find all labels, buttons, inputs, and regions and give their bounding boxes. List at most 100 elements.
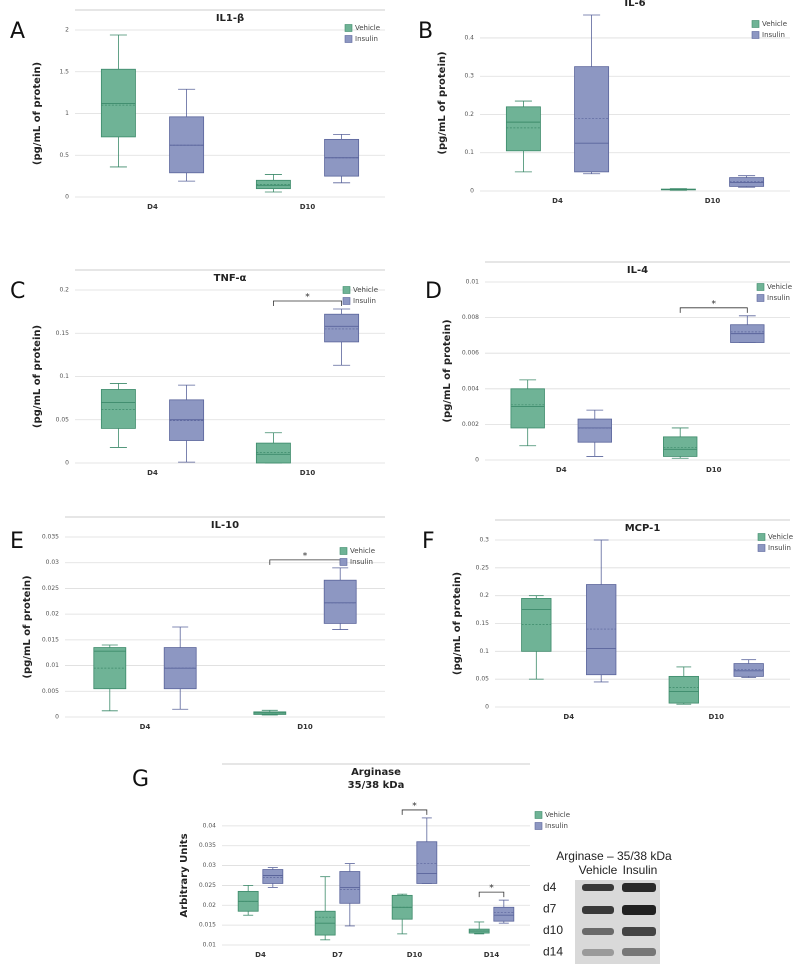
y-tick-label: 0.01	[466, 279, 480, 286]
y-tick-label: 0.03	[46, 559, 60, 566]
box	[505, 106, 541, 152]
box	[324, 313, 360, 343]
x-tick-label: D10	[297, 723, 313, 731]
legend-swatch	[756, 283, 765, 291]
chart-title: Arginase	[351, 767, 401, 778]
blot-row: d7	[543, 902, 557, 916]
legend-swatch	[339, 547, 348, 555]
y-tick-label: 0.2	[464, 111, 474, 118]
y-tick-label: 0.1	[479, 648, 489, 655]
y-tick-label: 0.008	[462, 314, 479, 321]
panel-letter: A	[10, 19, 25, 44]
legend-label: Insulin	[762, 31, 785, 39]
y-tick-label: 0	[470, 188, 474, 195]
legend-label: Insulin	[768, 544, 791, 552]
legend-swatch	[344, 35, 353, 43]
legend-swatch	[342, 297, 351, 305]
y-axis-label: (pg/mL of protein)	[22, 575, 33, 678]
significance-label: *	[489, 884, 494, 894]
y-axis-label: (pg/mL of protein)	[452, 572, 463, 675]
y-tick-label: 1.5	[59, 68, 69, 75]
y-tick-label: 0.015	[42, 636, 59, 643]
chart-subtitle: 35/38 kDa	[348, 780, 405, 791]
legend-swatch	[756, 294, 765, 302]
y-tick-label: 0.02	[203, 902, 217, 909]
panel-letter: D	[425, 279, 442, 304]
panel-letter: C	[10, 279, 25, 304]
y-tick-label: 0.035	[42, 534, 59, 541]
legend-swatch	[344, 24, 353, 32]
y-tick-label: 0.1	[464, 149, 474, 156]
panel-letter: G	[132, 767, 149, 792]
legend-label: Insulin	[355, 35, 378, 43]
x-tick-label: D4	[552, 197, 563, 205]
chart-title: IL-4	[627, 265, 648, 276]
y-tick-label: 0.004	[462, 385, 479, 392]
blot-band	[622, 905, 656, 915]
legend-label: Vehicle	[353, 286, 378, 294]
y-tick-label: 1	[65, 110, 69, 117]
panel-letter: F	[422, 529, 435, 554]
legend-label: Vehicle	[767, 283, 792, 291]
box	[668, 675, 699, 704]
legend-swatch	[339, 558, 348, 566]
blot-band	[582, 906, 614, 914]
x-tick-label: D10	[300, 203, 316, 211]
legend-label: Insulin	[545, 822, 568, 830]
legend-swatch	[757, 544, 766, 552]
x-tick-label: D4	[255, 951, 266, 959]
x-tick-label: D14	[484, 951, 500, 959]
y-axis-label: (pg/mL of protein)	[442, 319, 453, 422]
y-axis-label: (pg/mL of protein)	[32, 325, 43, 428]
y-tick-label: 0.05	[56, 416, 70, 423]
box	[100, 389, 136, 429]
y-tick-label: 0.015	[199, 922, 216, 929]
y-tick-label: 0.4	[464, 34, 474, 41]
box	[574, 66, 610, 173]
panel-letter: B	[418, 19, 433, 44]
y-tick-label: 0.005	[42, 688, 59, 695]
legend-label: Vehicle	[762, 20, 787, 28]
chart-title: IL1-β	[216, 13, 244, 24]
y-tick-label: 0	[55, 714, 59, 721]
x-tick-label: D4	[563, 713, 574, 721]
y-tick-label: 0	[65, 194, 69, 201]
chart-title: MCP-1	[625, 523, 661, 534]
box	[577, 418, 612, 443]
y-tick-label: 0.006	[462, 350, 479, 357]
box	[663, 436, 698, 457]
x-tick-label: D10	[705, 197, 721, 205]
x-tick-label: D4	[140, 723, 151, 731]
box	[323, 579, 357, 624]
blot-band	[582, 928, 614, 935]
y-tick-label: 2	[65, 27, 69, 34]
legend-swatch	[751, 31, 760, 39]
y-tick-label: 0.05	[476, 676, 490, 683]
y-axis-label: (pg/mL of protein)	[437, 51, 448, 154]
y-tick-label: 0.2	[479, 592, 489, 599]
significance-label: *	[412, 801, 417, 811]
y-tick-label: 0.3	[464, 73, 474, 80]
legend-label: Insulin	[350, 558, 373, 566]
x-tick-label: D10	[300, 469, 316, 477]
legend-label: Vehicle	[545, 811, 570, 819]
y-tick-label: 0.01	[46, 662, 60, 669]
x-tick-label: D10	[708, 713, 724, 721]
legend-label: Vehicle	[768, 533, 793, 541]
blot-band	[582, 884, 614, 891]
significance-bracket	[401, 809, 428, 815]
y-tick-label: 0.3	[479, 537, 489, 544]
legend-label: Vehicle	[350, 547, 375, 555]
blot-band	[622, 948, 656, 956]
blot-row: d14	[543, 945, 563, 959]
blot-title: Arginase – 35/38 kDa	[556, 849, 672, 863]
blot-row: d4	[543, 880, 557, 894]
blot-column: Insulin	[623, 863, 658, 877]
significance-label: *	[305, 293, 310, 303]
y-tick-label: 0	[65, 460, 69, 467]
legend-swatch	[342, 286, 351, 294]
y-axis-label: Arbitrary Units	[179, 833, 190, 917]
y-axis-label: (pg/mL of protein)	[32, 62, 43, 165]
significance-bracket	[679, 307, 748, 313]
